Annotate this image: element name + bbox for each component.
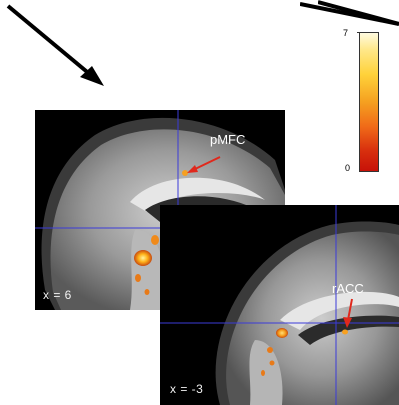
activation-blob: [144, 289, 150, 295]
roi-label-pmfc: pMFC: [210, 132, 246, 147]
pointer-arrow-left: [6, 4, 104, 86]
activation-blob: [134, 250, 152, 266]
activation-blob: [269, 360, 275, 366]
activation-blob-racc: [342, 329, 348, 335]
activation-blob: [261, 370, 265, 376]
colorbar-gradient: [359, 32, 379, 172]
activation-blob: [135, 274, 141, 282]
colorbar-tick-top: [357, 32, 379, 33]
brain-slice-panel-2: rACC x = -3: [160, 205, 399, 405]
colorbar-min-label: 0: [345, 163, 351, 173]
roi-label-racc: rACC: [332, 281, 364, 296]
activation-blob: [267, 347, 273, 353]
activation-blob-pmfc: [182, 170, 188, 176]
activation-blob: [151, 235, 159, 245]
colorbar: 7 0: [343, 22, 399, 182]
slice-label-1: x = 6: [43, 288, 72, 302]
colorbar-max-label: 7: [343, 28, 349, 38]
pointer-line-right-visible: [318, 0, 399, 26]
sagittal-brain-image-2: [160, 205, 399, 405]
activation-blob: [276, 328, 288, 338]
slice-label-2: x = -3: [170, 382, 204, 396]
